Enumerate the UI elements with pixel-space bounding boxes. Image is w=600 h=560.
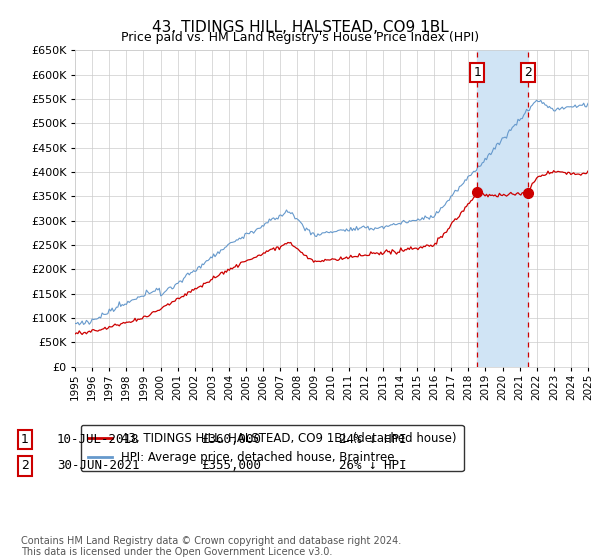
Text: 26% ↓ HPI: 26% ↓ HPI	[339, 459, 407, 473]
Text: £360,000: £360,000	[201, 433, 261, 446]
Text: 1: 1	[473, 66, 481, 79]
Text: 10-JUL-2018: 10-JUL-2018	[57, 433, 139, 446]
Text: Contains HM Land Registry data © Crown copyright and database right 2024.
This d: Contains HM Land Registry data © Crown c…	[21, 535, 401, 557]
Bar	[477, 50, 528, 367]
Text: 43, TIDINGS HILL, HALSTEAD, CO9 1BL: 43, TIDINGS HILL, HALSTEAD, CO9 1BL	[152, 20, 448, 35]
Text: 1: 1	[21, 433, 29, 446]
Text: £355,000: £355,000	[201, 459, 261, 473]
Text: 24% ↓ HPI: 24% ↓ HPI	[339, 433, 407, 446]
Text: Price paid vs. HM Land Registry's House Price Index (HPI): Price paid vs. HM Land Registry's House …	[121, 31, 479, 44]
Legend: 43, TIDINGS HILL, HALSTEAD, CO9 1BL (detached house), HPI: Average price, detach: 43, TIDINGS HILL, HALSTEAD, CO9 1BL (det…	[81, 425, 464, 471]
Text: 2: 2	[524, 66, 532, 79]
Text: 30-JUN-2021: 30-JUN-2021	[57, 459, 139, 473]
Text: 2: 2	[21, 459, 29, 473]
